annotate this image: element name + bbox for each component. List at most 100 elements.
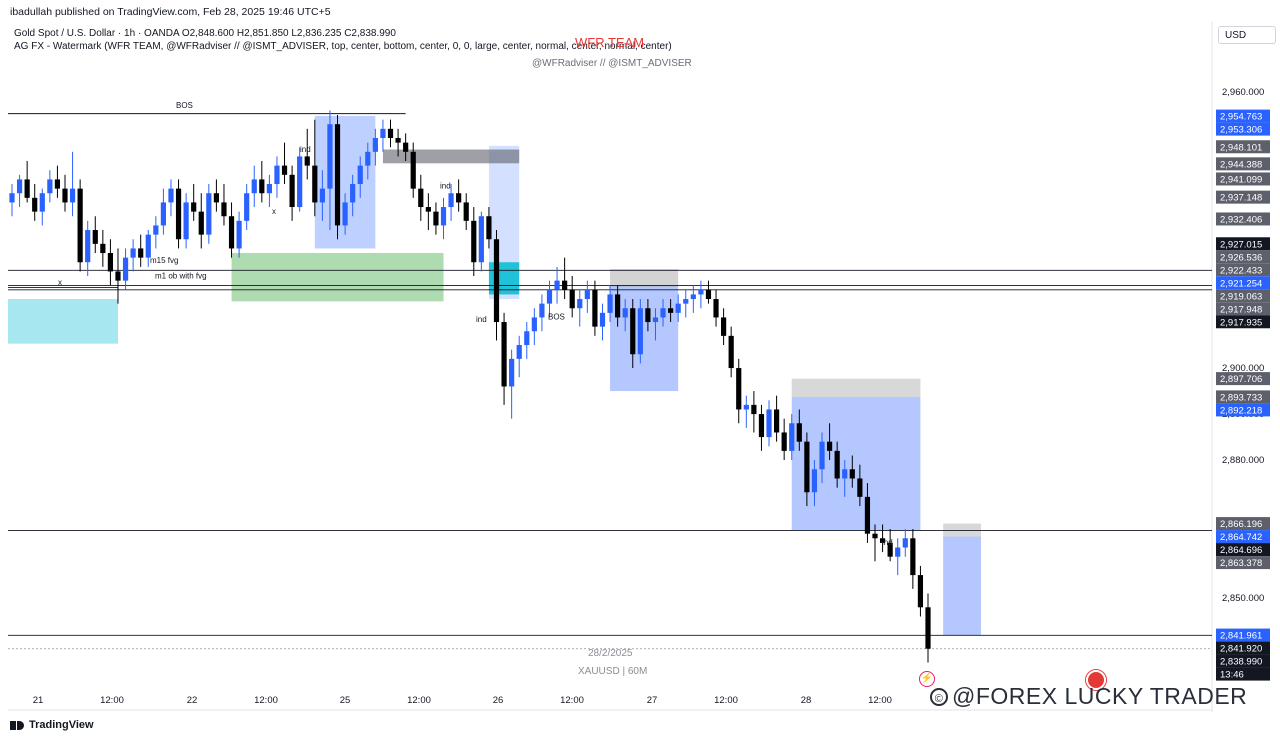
x-tick-label: 12:00 (100, 695, 124, 706)
bull-candle (546, 280, 553, 318)
bull-candle (811, 460, 818, 507)
chart-annotation: ind (300, 145, 311, 154)
bull-candle (39, 188, 45, 226)
price-tag-bg (1216, 315, 1270, 329)
watermark-date: 28/2/2025 (588, 648, 633, 659)
candle-body (879, 538, 886, 543)
bear-candle (191, 184, 197, 221)
bull-candle (206, 184, 212, 244)
candle-body (39, 193, 45, 212)
bull-candle (516, 335, 522, 378)
bear-candle (569, 276, 575, 318)
candle-body (471, 220, 477, 263)
candle-body (145, 234, 151, 258)
candle-body (728, 335, 734, 369)
currency-selector[interactable]: USD (1218, 26, 1276, 44)
price-tag: 2,922.433 (1216, 263, 1270, 277)
us-flag-icon[interactable] (1086, 670, 1106, 690)
price-tag-label: 2,944.388 (1220, 159, 1262, 170)
price-tag-bg (1216, 390, 1270, 404)
candle-body (615, 294, 621, 318)
bull-candle (122, 248, 129, 290)
candle-body (54, 179, 61, 189)
candle-body (721, 317, 727, 336)
bear-candle (138, 234, 144, 267)
candle-body (917, 575, 924, 608)
supply-zone (382, 149, 520, 164)
x-tick-label: 12:00 (714, 695, 738, 706)
candle-body (357, 165, 363, 185)
price-tag-label: 2,953.306 (1220, 125, 1262, 136)
bear-candle (501, 312, 507, 405)
bear-candle (917, 565, 924, 617)
bear-candle (213, 179, 219, 212)
bull-candle (819, 432, 825, 484)
bear-candle (433, 202, 439, 235)
bull-candle (842, 460, 848, 497)
price-tag: 2,941.099 (1216, 172, 1270, 186)
candle-body (895, 547, 901, 557)
bear-candle (107, 239, 114, 286)
price-tag-label: 2,919.063 (1220, 291, 1262, 302)
bull-candle (168, 179, 174, 217)
price-tag-bg (1216, 403, 1270, 417)
bear-candle (100, 230, 106, 267)
bear-candle (781, 418, 787, 461)
chart-annotation: m15 fvg (150, 256, 178, 265)
price-tag-bg (1216, 556, 1270, 570)
candle-body (736, 368, 742, 410)
price-tag-label: 2,921.254 (1220, 278, 1262, 289)
symbol-ohlc-legend[interactable]: Gold Spot / U.S. Dollar · 1h · OANDA O2,… (14, 28, 396, 39)
price-tag-bg (1216, 109, 1270, 123)
bull-candle (274, 156, 280, 198)
candle-body (160, 202, 167, 226)
candle-body (342, 202, 348, 226)
bear-candle (705, 280, 712, 304)
price-tag-label: 2,926.536 (1220, 252, 1262, 263)
bear-candle (32, 184, 38, 221)
candle-body (372, 138, 378, 152)
candle-body (789, 423, 795, 451)
bear-candle (910, 529, 916, 589)
bear-candle (115, 248, 121, 304)
price-tag-label: 2,841.961 (1220, 631, 1262, 642)
candle-body (577, 299, 583, 309)
bear-candle (304, 128, 310, 180)
candle-body (122, 257, 129, 281)
bear-candle (312, 119, 318, 217)
candle-body (607, 294, 613, 313)
candle-body (327, 124, 333, 189)
bull-candle (577, 289, 583, 327)
bull-candle (380, 119, 386, 152)
bear-candle (228, 202, 235, 258)
bull-candle (509, 349, 515, 419)
candle-body (660, 308, 666, 318)
lightning-icon[interactable]: ⚡ (919, 671, 935, 687)
indicator-legend[interactable]: AG FX - Watermark (WFR TEAM, @WFRadviser… (14, 41, 672, 52)
price-tag: 2,892.218 (1216, 403, 1270, 417)
price-tag: 2,919.063 (1216, 289, 1270, 303)
price-tag: 2,866.196 (1216, 517, 1270, 531)
candle-body (758, 414, 765, 438)
price-tag-bg (1216, 157, 1270, 171)
candle-body (569, 289, 575, 309)
candle-body (297, 156, 303, 208)
supply-zone (791, 378, 921, 398)
tradingview-logo[interactable]: TradingView (10, 719, 94, 731)
candle-body (9, 193, 15, 203)
bull-candle (319, 170, 325, 221)
tradingview-logo-text: TradingView (29, 719, 94, 731)
candle-body (168, 188, 174, 203)
price-tag-label: 2,917.935 (1220, 317, 1262, 328)
bear-candle (736, 358, 742, 424)
bull-candle (266, 174, 272, 208)
candle-body (32, 197, 38, 212)
price-tag-label: 2,866.196 (1220, 519, 1262, 530)
price-tag: 2,841.920 (1216, 641, 1270, 655)
candle-body (562, 280, 568, 290)
bull-candle (660, 299, 666, 327)
price-tag-bg (1216, 276, 1270, 290)
chart-annotation: ind (440, 182, 451, 191)
watermark-title: WFR TEAM (575, 35, 645, 50)
